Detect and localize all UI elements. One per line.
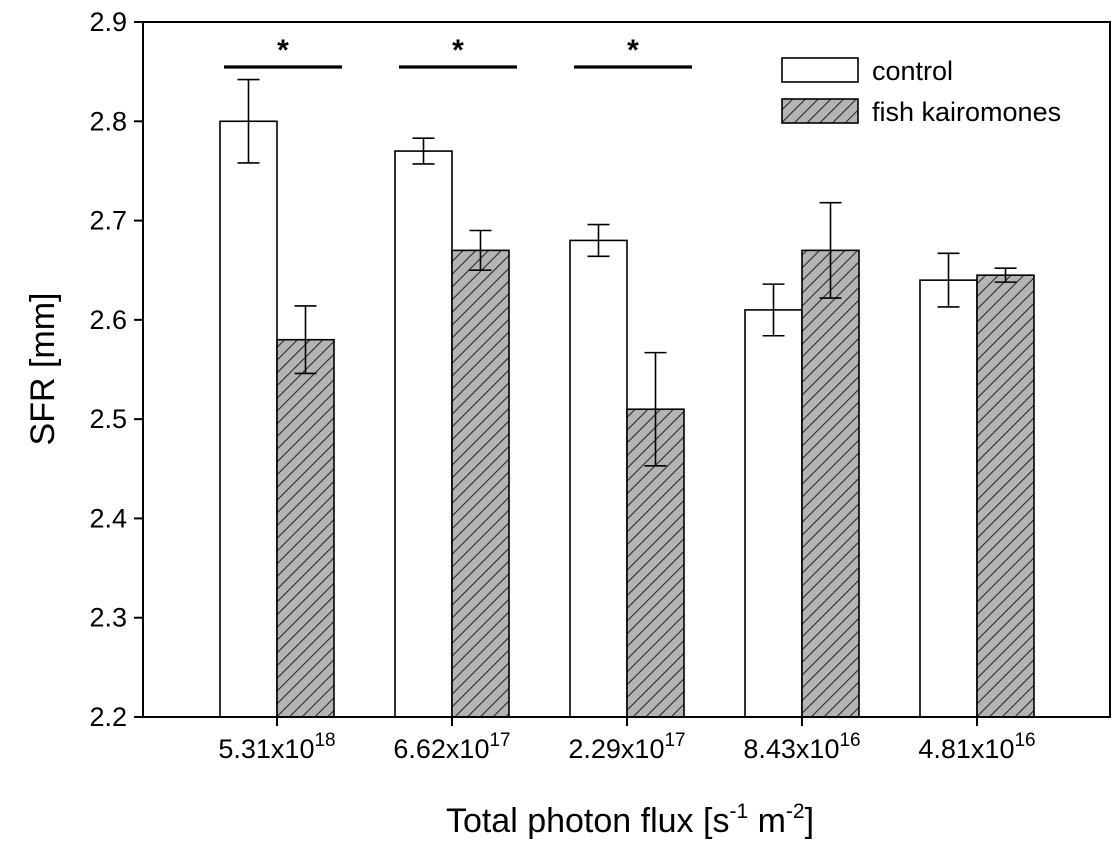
legend-label-fish-kairomones: fish kairomones (872, 97, 1061, 127)
legend-swatch-control (781, 57, 859, 83)
bar-control (394, 150, 453, 718)
bar-layer (219, 120, 1035, 718)
bar-fish-kairomones (801, 249, 860, 718)
x-tick-label: 2.29x1017 (568, 730, 685, 764)
bar-control (569, 239, 628, 718)
bar-control (919, 279, 978, 718)
y-tick-label: 2.5 (89, 404, 127, 434)
x-axis-title: Total photon flux [s-1 m-2] (446, 800, 814, 840)
y-tick-label: 2.7 (89, 206, 127, 236)
legend-label-control: control (872, 56, 953, 86)
significance-star: * (627, 34, 639, 67)
bar-fish-kairomones (276, 338, 335, 718)
bar-control (219, 120, 278, 718)
significance-star: * (277, 34, 289, 67)
y-tick-label: 2.9 (89, 7, 127, 37)
error-bar-layer (237, 78, 1017, 467)
bar-control (744, 309, 803, 718)
y-tick-label: 2.4 (89, 503, 127, 533)
legend: control fish kairomones (781, 56, 1061, 127)
y-tick-label: 2.2 (89, 702, 127, 732)
legend-swatch-fish-kairomones (781, 98, 859, 124)
y-tick-label: 2.8 (89, 106, 127, 136)
bar-fish-kairomones (976, 274, 1035, 718)
x-tick-label: 6.62x1017 (393, 730, 510, 764)
x-tick-label: 4.81x1016 (918, 730, 1035, 764)
x-axis-ticks: 5.31x1018 6.62x1017 2.29x1017 8.43x1016 4.81… (218, 717, 1036, 764)
y-axis-ticks: 2.2 2.3 2.4 2.5 2.6 2.7 2.8 2.9 (89, 7, 143, 732)
bar-fish-kairomones (451, 249, 510, 718)
y-tick-label: 2.3 (89, 603, 127, 633)
plot-frame (142, 21, 1111, 718)
significance-star: * (452, 34, 464, 67)
x-tick-label: 8.43x1016 (743, 730, 860, 764)
x-tick-label: 5.31x1018 (218, 730, 335, 764)
y-axis-title: SFR [mm] (24, 293, 62, 446)
y-tick-label: 2.6 (89, 305, 127, 335)
significance-layer: * * * (224, 34, 692, 69)
